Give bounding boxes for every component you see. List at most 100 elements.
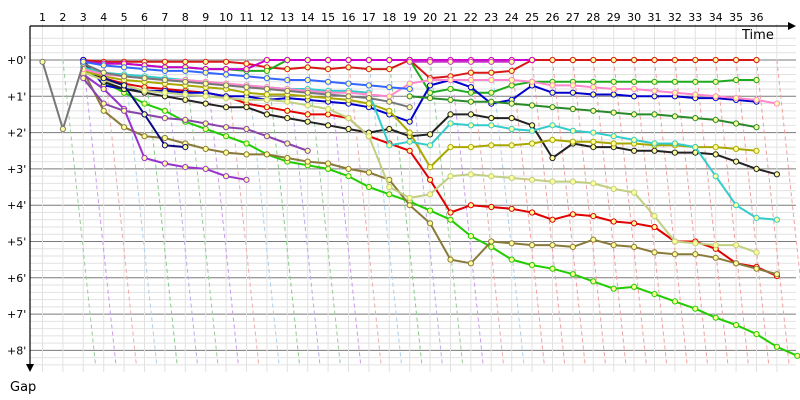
data-point bbox=[488, 58, 495, 65]
data-point bbox=[712, 78, 719, 85]
data-point bbox=[467, 202, 474, 209]
data-point bbox=[427, 220, 434, 227]
y-tick-label: +4' bbox=[7, 199, 26, 212]
data-point bbox=[610, 56, 617, 64]
data-point bbox=[508, 142, 515, 149]
data-point bbox=[427, 82, 434, 89]
data-point bbox=[753, 165, 760, 172]
data-point bbox=[549, 89, 556, 96]
x-tick-label: 28 bbox=[586, 11, 600, 24]
data-point bbox=[549, 154, 556, 162]
lap-guide-line bbox=[715, 59, 749, 365]
lap-guide-line bbox=[756, 59, 790, 365]
lap-guide-line bbox=[470, 59, 505, 365]
x-tick-label: 29 bbox=[607, 11, 621, 24]
data-point bbox=[223, 82, 230, 89]
x-tick-label: 24 bbox=[505, 11, 519, 24]
data-point bbox=[427, 191, 434, 198]
data-point bbox=[508, 67, 515, 75]
data-point bbox=[610, 91, 617, 98]
data-point bbox=[467, 171, 474, 178]
data-point bbox=[304, 76, 311, 84]
x-axis-title: Time bbox=[741, 28, 774, 43]
data-point bbox=[202, 69, 209, 76]
data-point bbox=[325, 56, 332, 64]
data-point bbox=[488, 142, 495, 149]
data-point bbox=[610, 242, 617, 249]
data-point bbox=[121, 107, 128, 114]
data-point bbox=[325, 105, 332, 113]
data-point bbox=[121, 73, 128, 80]
data-point bbox=[243, 89, 250, 96]
series-lines bbox=[39, 56, 800, 359]
data-point bbox=[243, 104, 250, 111]
data-point bbox=[202, 93, 209, 100]
series-15 bbox=[80, 58, 413, 93]
data-point bbox=[692, 115, 699, 122]
lap-guide-line bbox=[348, 59, 382, 365]
data-point bbox=[610, 140, 617, 147]
data-point bbox=[386, 84, 393, 91]
data-point bbox=[345, 165, 352, 172]
lap-guide-line bbox=[552, 59, 586, 365]
data-point bbox=[467, 233, 474, 240]
data-point bbox=[549, 242, 556, 249]
data-point bbox=[733, 260, 740, 267]
data-point bbox=[508, 205, 515, 212]
lap-guide-line bbox=[694, 59, 729, 365]
data-point bbox=[651, 291, 658, 298]
data-point bbox=[406, 129, 413, 136]
data-point bbox=[284, 66, 291, 73]
data-point bbox=[488, 243, 495, 250]
data-point bbox=[712, 56, 719, 64]
data-point bbox=[610, 78, 617, 85]
data-point bbox=[549, 104, 556, 111]
data-point bbox=[182, 67, 189, 75]
data-point bbox=[651, 56, 658, 64]
data-point bbox=[406, 118, 413, 125]
data-point bbox=[692, 91, 699, 98]
data-point bbox=[508, 100, 515, 107]
data-point bbox=[161, 89, 168, 96]
data-point bbox=[406, 194, 413, 201]
data-point bbox=[161, 107, 168, 114]
data-point bbox=[141, 111, 148, 118]
data-point bbox=[325, 91, 332, 98]
data-point bbox=[651, 93, 658, 100]
data-point bbox=[488, 238, 495, 245]
series-line bbox=[83, 59, 757, 80]
data-point bbox=[447, 216, 454, 223]
data-point bbox=[243, 125, 250, 133]
data-point bbox=[284, 98, 291, 105]
lap-guide-line bbox=[246, 59, 280, 365]
data-point bbox=[488, 98, 495, 105]
data-point bbox=[712, 151, 719, 158]
data-point bbox=[733, 321, 740, 329]
data-point bbox=[121, 124, 128, 131]
series-line bbox=[82, 66, 798, 357]
x-tick-label: 8 bbox=[182, 11, 189, 24]
data-point bbox=[508, 256, 515, 263]
series-6 bbox=[80, 60, 781, 178]
data-point bbox=[569, 127, 577, 134]
data-point bbox=[529, 122, 536, 129]
data-point bbox=[631, 136, 638, 143]
data-point bbox=[202, 145, 209, 152]
x-tick-label: 21 bbox=[444, 11, 458, 24]
data-point bbox=[712, 314, 719, 321]
data-point bbox=[80, 75, 87, 82]
data-point bbox=[325, 122, 332, 129]
x-tick-label: 22 bbox=[464, 11, 478, 24]
data-point bbox=[325, 111, 332, 118]
data-point bbox=[263, 104, 270, 111]
data-point bbox=[141, 66, 148, 73]
lap-guide-line bbox=[735, 59, 770, 365]
data-point bbox=[569, 82, 577, 89]
data-point bbox=[386, 125, 393, 133]
lap-guide-line bbox=[531, 59, 566, 365]
series-19 bbox=[100, 75, 189, 151]
data-point bbox=[263, 151, 270, 158]
data-point bbox=[794, 352, 800, 359]
data-point bbox=[569, 211, 577, 218]
data-point bbox=[141, 75, 148, 82]
